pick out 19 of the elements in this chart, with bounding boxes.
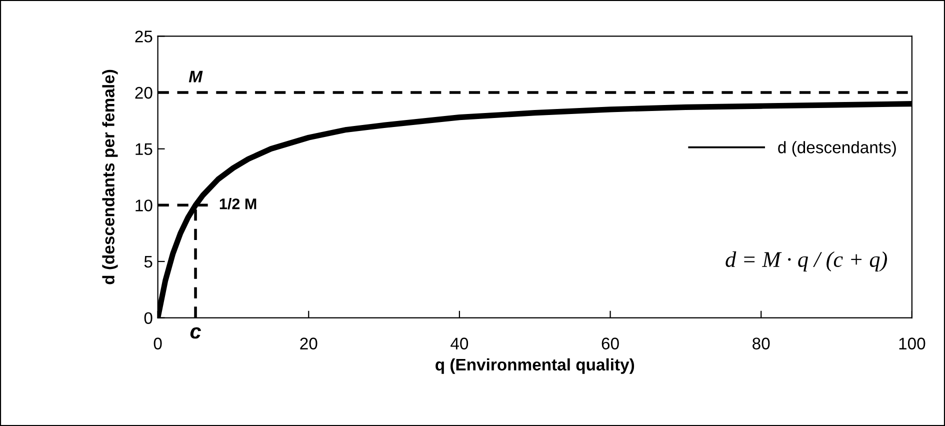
y-tick-label: 25 — [135, 30, 152, 42]
x-tick-label: 40 — [450, 338, 468, 350]
legend-label: d (descendants) — [778, 141, 896, 157]
annotation: 1/2 M — [220, 198, 256, 210]
y-tick-label: 0 — [144, 312, 152, 324]
y-tick-label: 15 — [136, 143, 152, 156]
x-axis-title: q (Environmental quality) — [436, 358, 634, 374]
x-tick-label: 60 — [602, 338, 619, 350]
y-tick-label: 20 — [135, 86, 152, 99]
ref-line-label: M — [188, 70, 203, 82]
y-tick-label: 10 — [136, 200, 152, 212]
annotation: c — [190, 327, 202, 339]
y-tick-label: 5 — [144, 256, 152, 268]
annotation: d = M · q / (c + q) — [726, 251, 887, 272]
y-axis-title: d (descendants per female) — [102, 70, 118, 284]
x-tick-label: 100 — [899, 338, 926, 350]
x-tick-label: 20 — [300, 338, 318, 350]
x-tick-label: 0 — [154, 338, 162, 350]
x-tick-label: 80 — [752, 338, 770, 350]
